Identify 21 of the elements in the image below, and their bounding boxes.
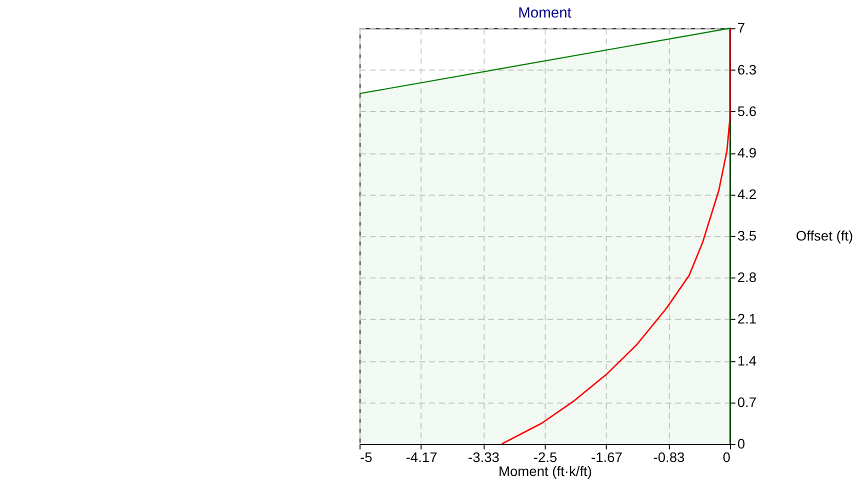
y-axis-title: Offset (ft) bbox=[796, 228, 854, 244]
chart-title: Moment bbox=[518, 5, 572, 22]
y-tick-label: 0 bbox=[737, 436, 746, 452]
y-tick-label: 4.2 bbox=[737, 186, 756, 202]
x-tick-label: -3.33 bbox=[468, 450, 500, 466]
y-tick-label: 4.9 bbox=[737, 145, 757, 160]
y-tick-label: 6.3 bbox=[737, 62, 757, 78]
y-tick-label: 1.4 bbox=[737, 353, 757, 368]
y-tick-label: 3.5 bbox=[737, 228, 757, 244]
y-tick-label: 2.8 bbox=[737, 270, 757, 286]
y-tick-label: 0.7 bbox=[737, 394, 756, 410]
x-axis-title: Moment (ft·k/ft) bbox=[498, 464, 592, 479]
x-tick-label: -0.83 bbox=[653, 450, 685, 466]
x-tick-label: -2.5 bbox=[533, 450, 558, 466]
x-tick-label: 0 bbox=[722, 450, 731, 466]
x-tick-label: -1.67 bbox=[591, 450, 622, 466]
y-tick-label: 5.6 bbox=[737, 104, 757, 119]
x-tick-label: -5 bbox=[360, 450, 373, 466]
y-tick-label: 2.1 bbox=[737, 312, 756, 327]
y-tick-label: 7 bbox=[737, 20, 745, 36]
x-tick-label: -4.17 bbox=[406, 450, 438, 466]
